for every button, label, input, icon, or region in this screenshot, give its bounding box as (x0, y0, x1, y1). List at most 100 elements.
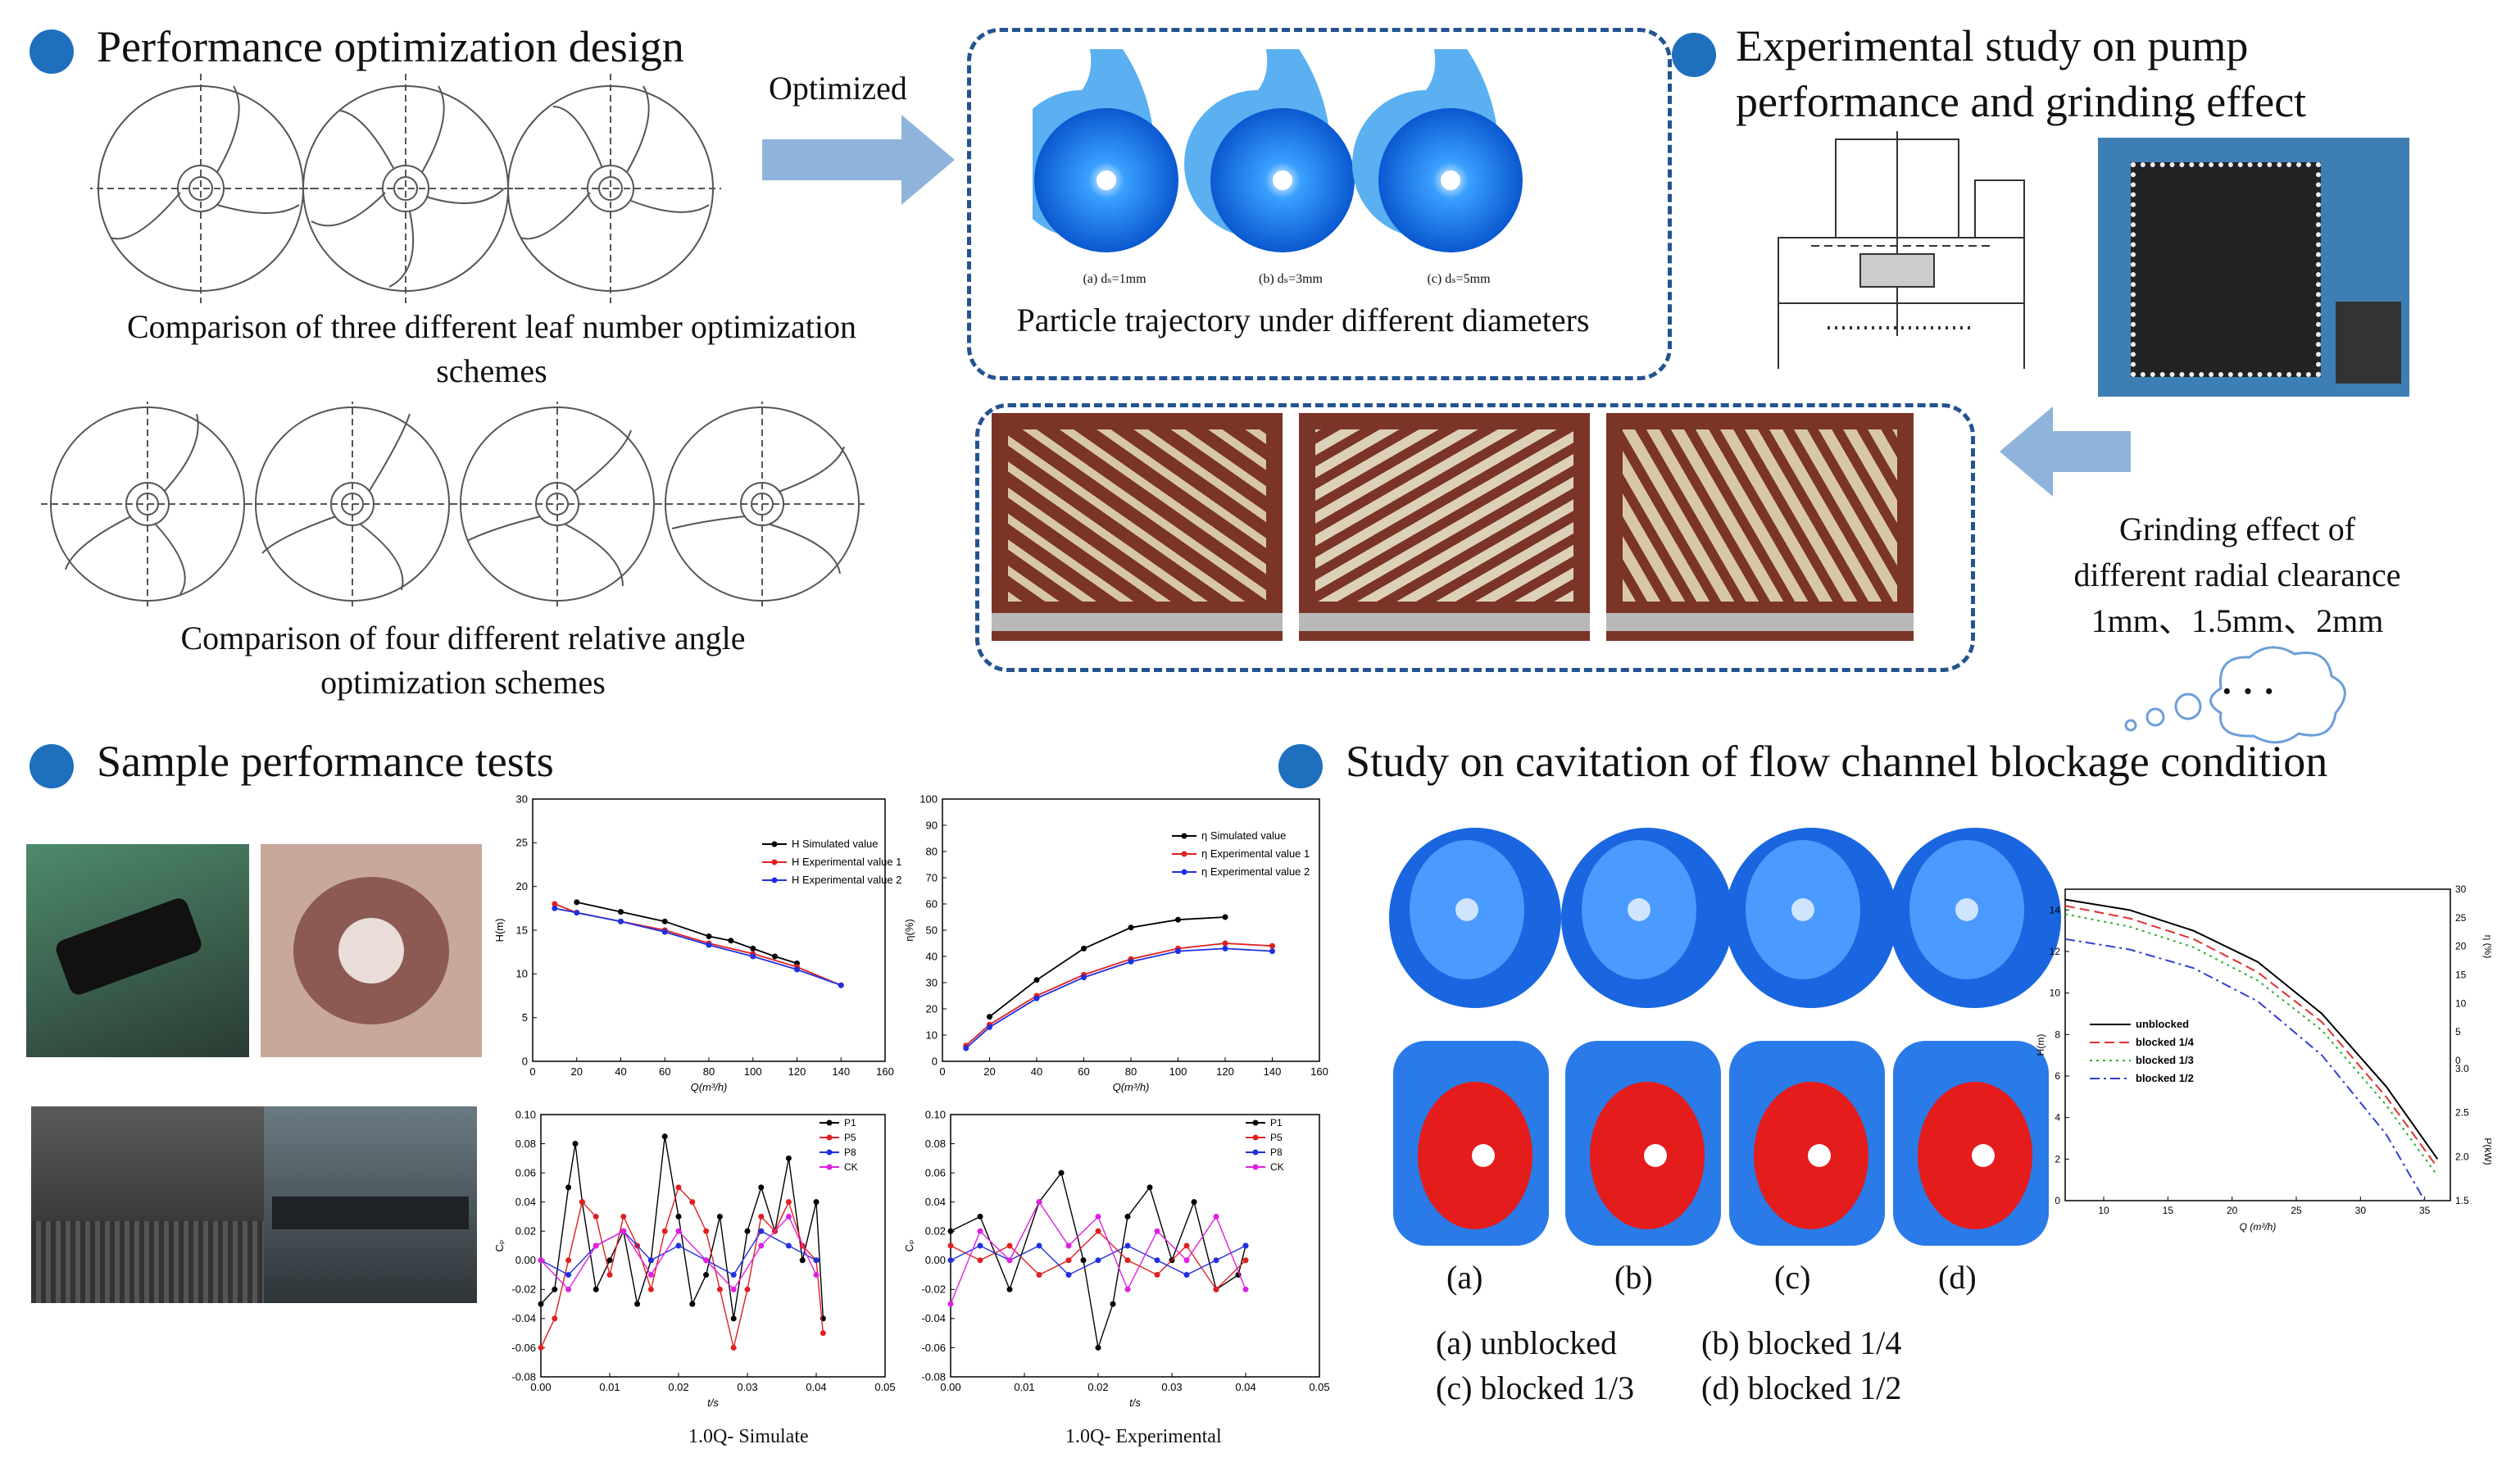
data-point (838, 982, 844, 988)
x-tick-label: 40 (1031, 1065, 1042, 1078)
section-title-sample-tests: Sample performance tests (30, 736, 554, 788)
x-tick-label: 120 (788, 1065, 806, 1078)
x-tick-label: 160 (876, 1065, 894, 1078)
data-point (565, 1257, 572, 1264)
y-tick-label: -0.06 (511, 1342, 536, 1354)
legend-label: η Experimental value 2 (1201, 865, 1310, 878)
data-point (1124, 1213, 1131, 1219)
right-tick-label-power: 2.0 (2455, 1151, 2469, 1162)
series-line--experimental-value-1 (965, 942, 1273, 1047)
data-point (785, 1213, 792, 1219)
x-tick-label: 140 (1264, 1065, 1282, 1078)
grinding-photos-panel (975, 403, 1975, 672)
data-point (1154, 1228, 1160, 1234)
plot-frame (540, 1114, 886, 1378)
data-point (675, 1228, 682, 1234)
data-point (799, 1257, 806, 1264)
y-tick-label: 90 (926, 819, 938, 831)
x-tick-label: 0.05 (874, 1381, 895, 1393)
plot-frame (950, 1114, 1320, 1378)
y-tick-label: 5 (522, 1011, 528, 1024)
right-tick-label-eta: 0 (2455, 1055, 2461, 1066)
data-point (1081, 974, 1087, 981)
chart-cavitation-performance: 10 15 20 25 30 35 0 2 4 6 8 10 12 14 Q (m³/h) H(m) unblo… (2035, 883, 2491, 1233)
data-point (1006, 1242, 1013, 1249)
data-point (730, 1286, 737, 1292)
grinding-photo-1-5mm (1299, 413, 1590, 641)
y-tick-label: -0.02 (511, 1283, 536, 1296)
grinding-arrow-icon (2000, 406, 2131, 497)
data-point (1222, 945, 1228, 951)
particle-sub-label-c: (c) dₛ=5mm (1427, 272, 1491, 286)
data-point (565, 1184, 572, 1191)
test-bench-photo-1 (31, 1106, 269, 1303)
legend-label: P1 (844, 1117, 856, 1129)
data-point (744, 1228, 751, 1234)
x-tick-label: 0.02 (668, 1381, 688, 1393)
data-point (552, 1315, 558, 1322)
cavitation-label-c: (c) (1774, 1259, 1811, 1296)
plot-frame (2064, 888, 2451, 1201)
x-tick-label: 0 (939, 1065, 945, 1078)
section-title-cavitation: Study on cavitation of flow channel bloc… (1278, 736, 2327, 788)
series-line-blocked-1-2 (2064, 938, 2426, 1201)
data-point (1095, 1213, 1101, 1219)
data-point (1095, 1344, 1101, 1351)
legend-marker (771, 859, 778, 865)
data-point (1154, 1257, 1160, 1264)
data-point (1036, 1242, 1042, 1249)
right-tick-label-eta: 20 (2455, 941, 2467, 952)
data-point (593, 1213, 599, 1219)
test-rig-photo (2098, 138, 2409, 397)
y-tick-label: 0.06 (515, 1166, 536, 1179)
right-tick-label-eta: 15 (2455, 970, 2467, 981)
y-tick-label: 14 (2050, 904, 2061, 915)
data-point (1213, 1286, 1219, 1292)
series-line-blocked-1-3 (2064, 913, 2439, 1177)
legend-blocked-third: (c) blocked 1/3 (1436, 1369, 1635, 1406)
relative-angle-impellers (41, 402, 869, 611)
legend-label: P8 (844, 1147, 856, 1158)
right-tick-label-power: 1.5 (2455, 1195, 2469, 1206)
x-tick-label: 60 (1078, 1065, 1089, 1078)
data-point (1110, 1301, 1116, 1307)
data-point (574, 910, 580, 916)
data-point (1175, 948, 1181, 955)
leaf-number-caption: Comparison of three different leaf numbe… (126, 308, 857, 389)
data-point (977, 1242, 983, 1249)
x-tick-label: 0.02 (1087, 1381, 1108, 1393)
y-tick-label: -0.08 (511, 1370, 536, 1383)
x-tick-label: 20 (571, 1065, 583, 1078)
y-tick-label: -0.08 (921, 1370, 946, 1383)
bullet-dot-icon (30, 29, 74, 74)
data-point (1222, 914, 1228, 920)
data-point (1213, 1257, 1219, 1264)
cavitation-label-d: (d) (1938, 1259, 1977, 1296)
x-tick-label: 80 (1125, 1065, 1137, 1078)
grinding-caption: Grinding effect of different radial clea… (2073, 511, 2401, 639)
data-point (1033, 995, 1040, 1001)
data-point (1183, 1257, 1190, 1264)
x-tick-label: 0.01 (1014, 1381, 1034, 1393)
data-point (1213, 1213, 1219, 1219)
data-point (1065, 1257, 1072, 1264)
data-point (647, 1257, 654, 1264)
x-axis-label: Q(m³/h) (691, 1081, 728, 1093)
data-point (977, 1228, 983, 1234)
thought-bubble-dots: · · · (2221, 671, 2276, 711)
legend-label: H Simulated value (792, 838, 879, 850)
legend-marker (1181, 851, 1187, 857)
series-line-unblocked (2064, 898, 2439, 1160)
data-point (977, 1257, 983, 1264)
data-point (1146, 1184, 1153, 1191)
legend-marker (1252, 1149, 1259, 1156)
data-point (579, 1199, 585, 1206)
data-point (716, 1213, 723, 1219)
data-point (1033, 977, 1040, 983)
chart-cp-simulate: 0.00 0.01 0.02 0.03 0.04 0.05 -0.08 -0.06 -0.04 -… (493, 1108, 896, 1409)
data-point (730, 1315, 737, 1322)
data-point (620, 1228, 627, 1234)
y-axis-label: η(%) (903, 919, 915, 941)
data-point (661, 929, 668, 935)
y-tick-label: 30 (926, 976, 938, 988)
